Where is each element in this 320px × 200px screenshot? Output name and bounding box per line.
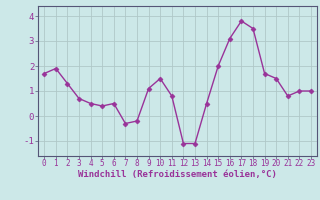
X-axis label: Windchill (Refroidissement éolien,°C): Windchill (Refroidissement éolien,°C) bbox=[78, 170, 277, 179]
